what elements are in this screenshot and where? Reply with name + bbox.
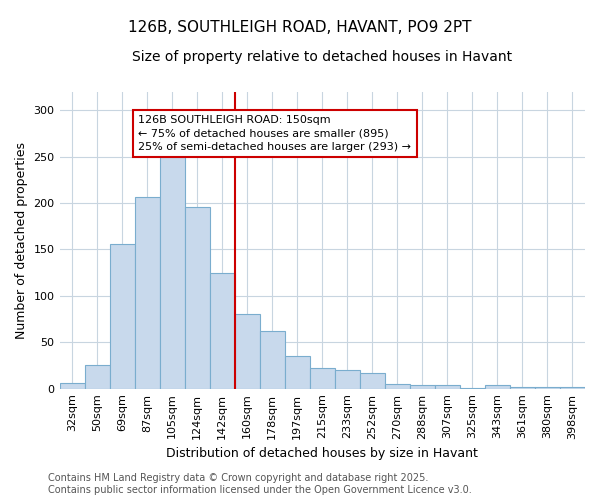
Bar [385,384,410,388]
Bar [235,314,260,388]
Bar [260,331,285,388]
Text: 126B, SOUTHLEIGH ROAD, HAVANT, PO9 2PT: 126B, SOUTHLEIGH ROAD, HAVANT, PO9 2PT [128,20,472,35]
Bar [360,373,385,388]
Bar [535,387,560,388]
Bar [485,385,510,388]
Title: Size of property relative to detached houses in Havant: Size of property relative to detached ho… [132,50,512,64]
Bar [285,356,310,388]
Y-axis label: Number of detached properties: Number of detached properties [15,142,28,338]
Bar [185,206,209,388]
Bar [160,156,185,388]
Bar [510,387,535,388]
Bar [110,244,134,388]
Text: Contains HM Land Registry data © Crown copyright and database right 2025.
Contai: Contains HM Land Registry data © Crown c… [48,474,472,495]
Text: 126B SOUTHLEIGH ROAD: 150sqm
← 75% of detached houses are smaller (895)
25% of s: 126B SOUTHLEIGH ROAD: 150sqm ← 75% of de… [139,116,412,152]
Bar [134,198,160,388]
Bar [335,370,360,388]
Bar [85,364,110,388]
Bar [59,383,85,388]
Bar [310,368,335,388]
Bar [560,387,585,388]
Bar [410,385,435,388]
Bar [435,385,460,388]
X-axis label: Distribution of detached houses by size in Havant: Distribution of detached houses by size … [166,447,478,460]
Bar [209,272,235,388]
